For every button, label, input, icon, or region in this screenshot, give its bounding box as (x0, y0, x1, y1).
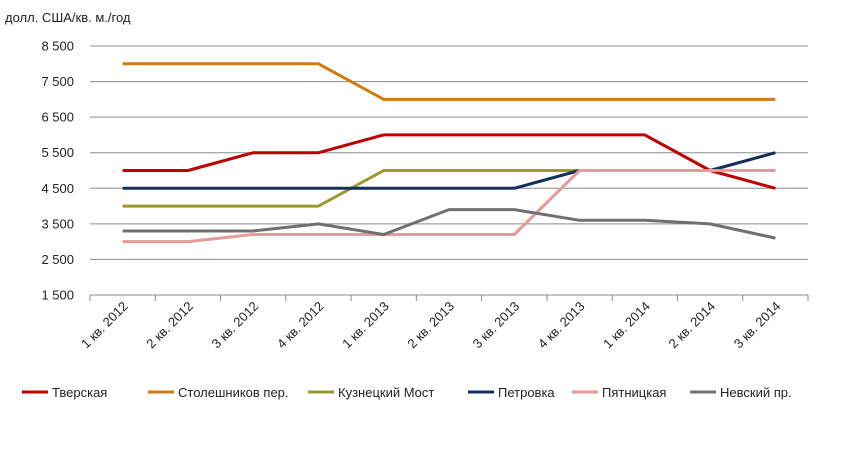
y-tick-label: 8 500 (41, 39, 74, 54)
y-tick-labels: 1 500 2 500 3 500 4 500 5 500 6 500 7 500 8 500 (41, 39, 74, 303)
x-tick-label: 1 кв. 2012 (78, 299, 131, 352)
y-tick-label: 4 500 (41, 181, 74, 196)
series-line (122, 169, 776, 244)
x-tick-label: 3 кв. 2014 (731, 299, 784, 352)
y-tick-label: 6 500 (41, 110, 74, 125)
legend: Тверская Столешников пер. Кузнецкий Мост Пе… (22, 385, 792, 400)
x-tick-label: 1 кв. 2013 (339, 299, 392, 352)
legend-label: Петровка (498, 385, 555, 400)
legend-label: Пятницкая (602, 385, 666, 400)
x-tick-label: 3 кв. 2012 (209, 299, 262, 352)
y-tick-label: 1 500 (41, 288, 74, 303)
y-tick-label: 3 500 (41, 216, 74, 231)
legend-label: Кузнецкий Мост (338, 385, 434, 400)
legend-label: Тверская (52, 385, 107, 400)
x-tick-label: 4 кв. 2012 (274, 299, 327, 352)
x-tick-label: 3 кв. 2013 (470, 299, 523, 352)
x-tick-labels: 1 кв. 2012 2 кв. 2012 3 кв. 2012 4 кв. 2012… (78, 299, 783, 352)
series-line (122, 62, 776, 101)
y-tick-label: 2 500 (41, 252, 74, 267)
x-tick-label: 4 кв. 2013 (535, 299, 588, 352)
y-axis-label: долл. США/кв. м./год (5, 10, 131, 25)
x-tick-label: 2 кв. 2014 (665, 299, 718, 352)
x-tick-label: 2 кв. 2012 (143, 299, 196, 352)
y-tick-label: 7 500 (41, 74, 74, 89)
y-tick-label: 5 500 (41, 145, 74, 160)
legend-label: Невский пр. (720, 385, 792, 400)
legend-label: Столешников пер. (178, 385, 289, 400)
series-line (122, 208, 776, 240)
grid (89, 45, 809, 301)
x-tick-label: 2 кв. 2013 (404, 299, 457, 352)
series-line (122, 133, 776, 190)
x-tick-label: 1 кв. 2014 (600, 299, 653, 352)
series-lines (122, 62, 776, 244)
